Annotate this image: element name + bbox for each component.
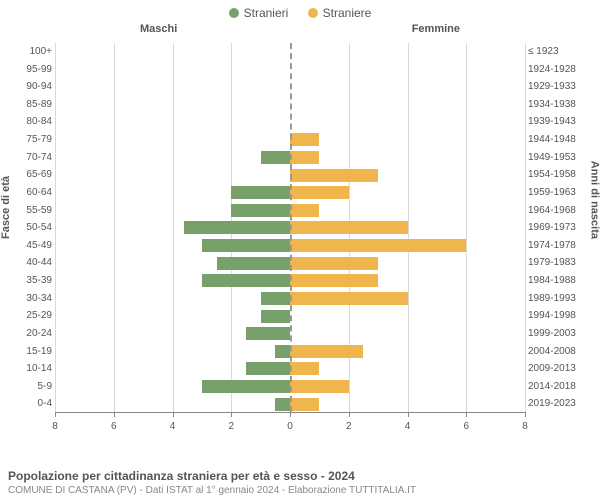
column-header-female: Femmine xyxy=(412,23,460,35)
x-axis-label: 0 xyxy=(287,421,293,432)
y-label-age: 60-64 xyxy=(2,184,52,202)
x-axis-label: 2 xyxy=(228,421,234,432)
y-label-year: 1969-1973 xyxy=(528,219,598,237)
y-label-age: 0-4 xyxy=(2,395,52,413)
bar-male xyxy=(261,292,290,305)
bar-male xyxy=(202,380,290,393)
y-label-age: 45-49 xyxy=(2,237,52,255)
bar-male xyxy=(231,186,290,199)
bar-male xyxy=(261,151,290,164)
y-label-year: 1934-1938 xyxy=(528,96,598,114)
y-label-age: 85-89 xyxy=(2,96,52,114)
y-label-year: 1999-2003 xyxy=(528,325,598,343)
chart-title: Popolazione per cittadinanza straniera p… xyxy=(8,469,592,483)
legend-item-male: Stranieri xyxy=(229,6,289,20)
bar-male xyxy=(246,327,290,340)
chart-footer: Popolazione per cittadinanza straniera p… xyxy=(8,469,592,496)
grid-line xyxy=(525,43,526,412)
legend-item-female: Straniere xyxy=(308,6,372,20)
y-label-age: 50-54 xyxy=(2,219,52,237)
y-label-age: 30-34 xyxy=(2,290,52,308)
bar-male xyxy=(202,239,290,252)
legend-dot-female xyxy=(308,8,318,18)
y-label-age: 70-74 xyxy=(2,149,52,167)
y-label-age: 75-79 xyxy=(2,131,52,149)
x-axis-label: 8 xyxy=(522,421,528,432)
bar-male xyxy=(231,204,290,217)
y-label-year: 1939-1943 xyxy=(528,113,598,131)
plot: 864202468 xyxy=(55,43,525,413)
y-label-age: 80-84 xyxy=(2,113,52,131)
y-label-age: 100+ xyxy=(2,43,52,61)
bar-male xyxy=(184,221,290,234)
y-label-age: 65-69 xyxy=(2,166,52,184)
bar-female xyxy=(290,257,378,270)
x-axis-label: 8 xyxy=(52,421,58,432)
y-label-age: 10-14 xyxy=(2,360,52,378)
y-label-age: 35-39 xyxy=(2,272,52,290)
y-label-age: 15-19 xyxy=(2,343,52,361)
column-headers: Maschi Femmine xyxy=(0,23,600,39)
column-header-male: Maschi xyxy=(140,23,177,35)
legend-label-female: Straniere xyxy=(323,6,372,20)
bar-female xyxy=(290,239,466,252)
bar-female xyxy=(290,345,363,358)
bar-female xyxy=(290,151,319,164)
y-label-year: 1974-1978 xyxy=(528,237,598,255)
x-axis-label: 4 xyxy=(170,421,176,432)
y-label-age: 55-59 xyxy=(2,202,52,220)
y-label-age: 25-29 xyxy=(2,307,52,325)
bar-female xyxy=(290,380,349,393)
y-label-year: 1929-1933 xyxy=(528,78,598,96)
bar-female xyxy=(290,133,319,146)
bar-female xyxy=(290,169,378,182)
y-label-year: 1964-1968 xyxy=(528,202,598,220)
bar-female xyxy=(290,362,319,375)
x-axis-label: 6 xyxy=(111,421,117,432)
center-axis xyxy=(290,43,292,412)
y-label-year: 1924-1928 xyxy=(528,61,598,79)
y-label-year: 2004-2008 xyxy=(528,343,598,361)
x-axis-label: 4 xyxy=(405,421,411,432)
x-axis-label: 2 xyxy=(346,421,352,432)
bar-male xyxy=(246,362,290,375)
y-label-age: 5-9 xyxy=(2,378,52,396)
y-label-year: 2019-2023 xyxy=(528,395,598,413)
bar-female xyxy=(290,186,349,199)
y-label-age: 90-94 xyxy=(2,78,52,96)
y-label-year: 1989-1993 xyxy=(528,290,598,308)
bar-female xyxy=(290,274,378,287)
x-axis-label: 6 xyxy=(463,421,469,432)
bar-male xyxy=(202,274,290,287)
chart-legend: Stranieri Straniere xyxy=(0,0,600,23)
y-label-year: 2014-2018 xyxy=(528,378,598,396)
y-label-year: ≤ 1923 xyxy=(528,43,598,61)
legend-dot-male xyxy=(229,8,239,18)
bar-male xyxy=(261,310,290,323)
y-label-year: 1954-1958 xyxy=(528,166,598,184)
y-label-year: 1949-1953 xyxy=(528,149,598,167)
bar-male xyxy=(275,345,290,358)
y-label-year: 1984-1988 xyxy=(528,272,598,290)
y-label-year: 1979-1983 xyxy=(528,254,598,272)
y-label-year: 1994-1998 xyxy=(528,307,598,325)
y-label-year: 1944-1948 xyxy=(528,131,598,149)
bar-female xyxy=(290,292,408,305)
y-label-age: 20-24 xyxy=(2,325,52,343)
y-label-age: 95-99 xyxy=(2,61,52,79)
y-label-year: 1959-1963 xyxy=(528,184,598,202)
chart-subtitle: COMUNE DI CASTANA (PV) - Dati ISTAT al 1… xyxy=(8,485,592,496)
y-label-age: 40-44 xyxy=(2,254,52,272)
bar-female xyxy=(290,221,408,234)
y-label-year: 2009-2013 xyxy=(528,360,598,378)
bar-male xyxy=(275,398,290,411)
bar-female xyxy=(290,204,319,217)
bar-male xyxy=(217,257,290,270)
bar-female xyxy=(290,398,319,411)
chart-area: Fasce di età Anni di nascita 864202468 1… xyxy=(0,39,600,439)
x-tick xyxy=(525,412,526,417)
legend-label-male: Stranieri xyxy=(244,6,289,20)
